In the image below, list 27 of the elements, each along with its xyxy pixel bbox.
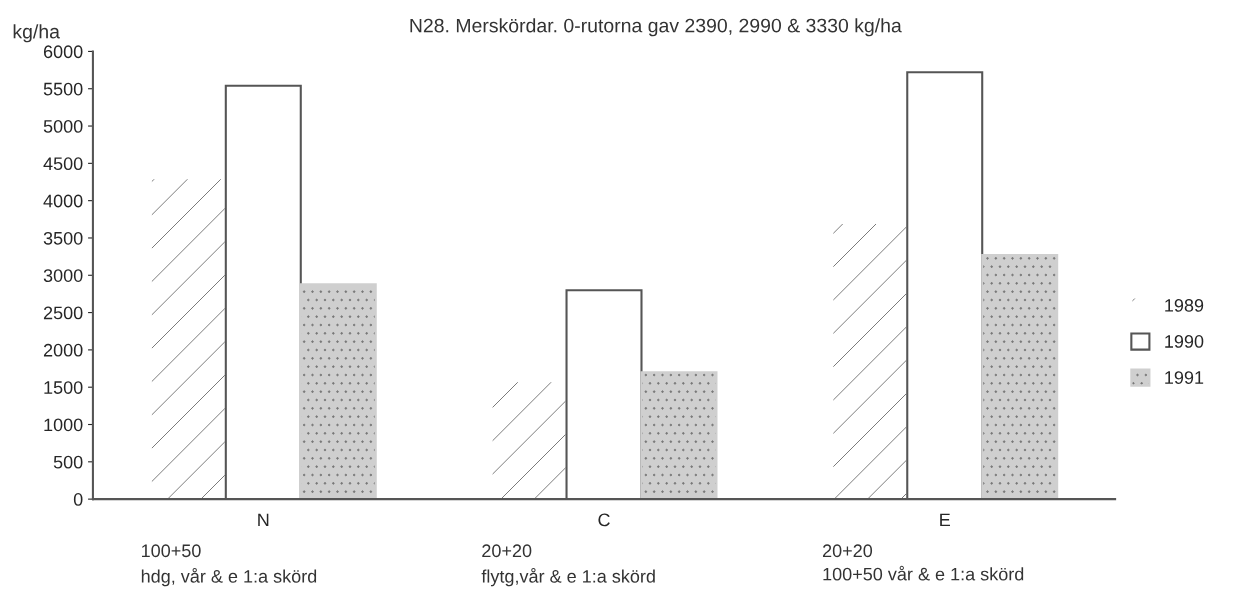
- y-tick-label: 1500: [44, 381, 83, 394]
- legend-label: 1990: [1165, 335, 1204, 348]
- y-tick-label: 0: [73, 493, 83, 506]
- y-tick-label: 500: [53, 455, 83, 469]
- chart-title: N28. Merskördar. 0-rutorna gav 2390, 2990 & 3330 kg/ha: [410, 18, 902, 37]
- y-tick-label: 5000: [43, 119, 83, 133]
- y-tick-label: 3500: [43, 231, 83, 245]
- text: 20+20 100+50 vår & e 1:a skörd: [822, 544, 1024, 581]
- legend-label: 1991: [1165, 371, 1204, 384]
- y-tick-label: 6000: [43, 45, 83, 59]
- x-tick-label: E: [940, 513, 950, 527]
- text: 100+50 hdg, vår & e 1:a skörd: [141, 544, 317, 587]
- y-tick-label: 4000: [43, 194, 83, 208]
- bar: [299, 283, 377, 500]
- y-tick-label: 2500: [43, 306, 83, 320]
- y-tick-label: 5500: [43, 82, 83, 96]
- y-tick-label: 3000: [43, 269, 83, 282]
- y-tick-label: 1000: [44, 418, 83, 432]
- y-tick-label: 2000: [43, 343, 83, 357]
- bar: [981, 254, 1059, 500]
- y-axis-title: kg/ha: [13, 24, 60, 43]
- text: 20+20 flytg,vår & e 1:a skörd: [481, 544, 655, 587]
- y-tick-label: 4500: [43, 157, 83, 171]
- x-tick-label: C: [598, 513, 610, 527]
- x-tick-label: N: [258, 513, 269, 527]
- bar: [640, 371, 718, 500]
- legend-label: 1989: [1165, 299, 1204, 312]
